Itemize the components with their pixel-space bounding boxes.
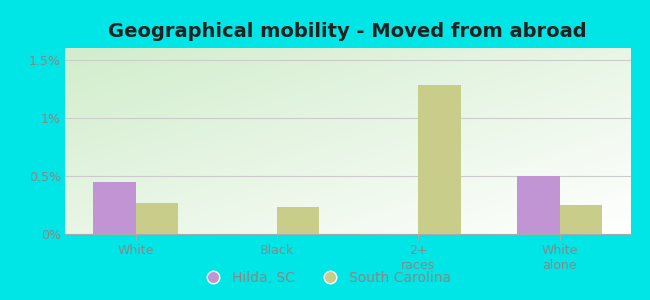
Bar xyxy=(94,182,136,234)
Bar xyxy=(277,207,319,234)
Bar xyxy=(560,205,602,234)
Legend: Hilda, SC, South Carolina: Hilda, SC, South Carolina xyxy=(193,265,457,290)
Bar xyxy=(517,176,560,234)
Bar xyxy=(419,85,461,234)
Bar xyxy=(136,202,178,234)
Title: Geographical mobility - Moved from abroad: Geographical mobility - Moved from abroa… xyxy=(109,22,587,41)
